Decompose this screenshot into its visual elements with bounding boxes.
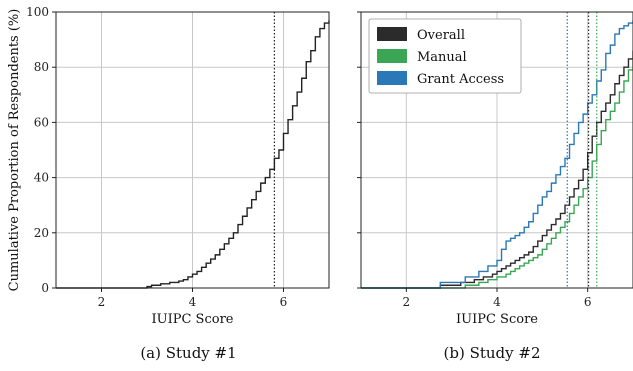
panel-a-x-ticks: 2 4 6 bbox=[98, 288, 288, 309]
panel-b-caption: (b) Study #2 bbox=[444, 344, 541, 362]
panel-b-median-lines bbox=[566, 12, 598, 288]
legend-label: Grant Access bbox=[417, 72, 504, 87]
panel-b-x-ticks: 2 4 6 bbox=[403, 288, 592, 309]
panel-b-y-ticks bbox=[357, 11, 361, 289]
series-line-respondents bbox=[56, 20, 330, 289]
x-tick-label: 4 bbox=[493, 295, 501, 309]
series-line-grant-access bbox=[361, 20, 633, 289]
panel-b: 2 4 6 IUIPC Score (b) Study #2 Overall Manu… bbox=[357, 11, 633, 362]
y-tick-label: 0 bbox=[41, 281, 49, 295]
panel-a-y-ticks: 0 20 40 60 80 100 bbox=[26, 5, 56, 295]
x-tick-label: 6 bbox=[280, 295, 288, 309]
panel-a-series bbox=[56, 20, 330, 289]
series-line-manual bbox=[361, 58, 633, 289]
legend-swatch bbox=[377, 71, 407, 85]
y-tick-label: 40 bbox=[34, 171, 49, 185]
panel-a: 2 4 6 0 20 40 60 80 100 IUIPC Score Cumulative … bbox=[7, 5, 330, 362]
y-tick-label: 80 bbox=[34, 60, 49, 74]
legend-swatch bbox=[377, 49, 407, 63]
legend-swatch bbox=[377, 27, 407, 41]
x-tick-label: 4 bbox=[189, 295, 197, 309]
x-tick-label: 2 bbox=[98, 295, 106, 309]
panel-a-grid bbox=[56, 11, 329, 289]
panel-b-legend: Overall Manual Grant Access bbox=[368, 18, 522, 94]
panel-b-series bbox=[361, 20, 633, 289]
legend-label: Manual bbox=[417, 50, 467, 65]
panel-a-caption: (a) Study #1 bbox=[140, 344, 236, 362]
panel-a-ylabel: Cumulative Proportion of Respondents (%) bbox=[7, 9, 22, 292]
panel-b-xlabel: IUIPC Score bbox=[456, 312, 538, 327]
legend-label: Overall bbox=[417, 28, 465, 43]
series-line-overall bbox=[361, 50, 633, 289]
x-tick-label: 6 bbox=[584, 295, 592, 309]
x-tick-label: 2 bbox=[403, 295, 411, 309]
panel-a-xlabel: IUIPC Score bbox=[152, 312, 234, 327]
y-tick-label: 100 bbox=[26, 5, 49, 19]
y-tick-label: 20 bbox=[34, 226, 49, 240]
y-tick-label: 60 bbox=[34, 115, 49, 129]
legend-items: Overall Manual Grant Access bbox=[377, 27, 504, 87]
